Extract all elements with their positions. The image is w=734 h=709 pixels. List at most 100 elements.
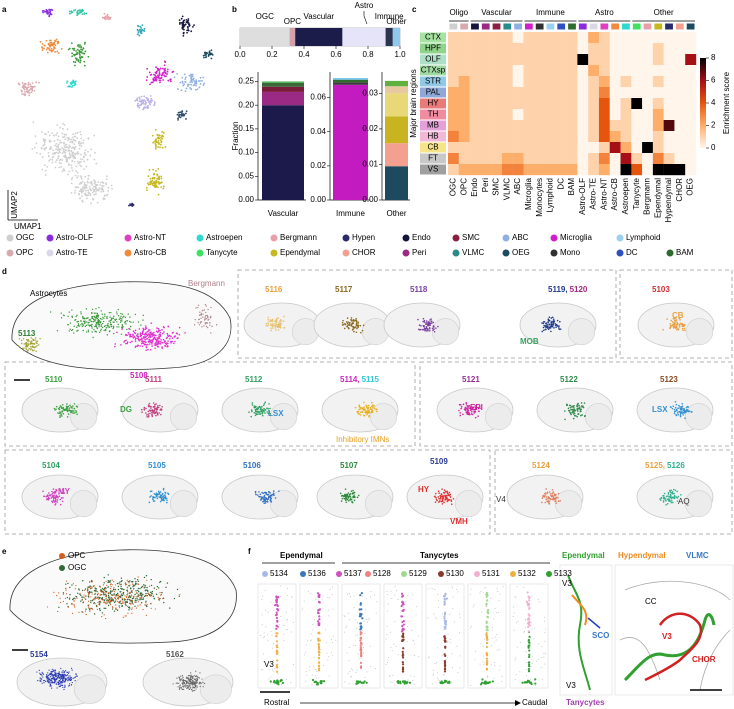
dot <box>64 685 66 687</box>
dot <box>353 327 355 329</box>
dot <box>153 597 155 599</box>
dot <box>131 608 133 611</box>
dot <box>423 321 426 323</box>
dot <box>269 407 271 410</box>
dot <box>439 680 441 682</box>
dot <box>145 595 148 597</box>
dot <box>191 73 194 76</box>
dot <box>43 682 45 684</box>
dot <box>677 328 680 331</box>
dot <box>366 410 368 412</box>
dot <box>74 588 76 590</box>
dot <box>66 603 68 605</box>
dot <box>211 53 214 56</box>
dot <box>400 592 404 595</box>
dot <box>69 404 71 407</box>
dot <box>106 16 109 19</box>
dot <box>417 328 420 331</box>
dot <box>157 405 159 407</box>
dot <box>373 407 376 410</box>
dot <box>445 498 447 500</box>
dot <box>21 82 24 84</box>
dot <box>367 404 370 407</box>
dot <box>486 629 489 632</box>
dot <box>51 495 54 498</box>
dot <box>274 323 276 325</box>
dot <box>347 496 350 498</box>
dot <box>670 496 672 499</box>
dot <box>151 345 153 347</box>
dot <box>45 39 48 42</box>
dot <box>47 672 49 674</box>
dot <box>76 176 79 179</box>
dot <box>62 593 64 595</box>
dot <box>448 491 451 494</box>
dot <box>154 129 157 131</box>
dot <box>73 332 75 334</box>
dot <box>471 406 474 409</box>
dot <box>63 145 66 147</box>
dot <box>197 321 199 324</box>
dot <box>38 344 40 346</box>
dot <box>131 612 133 614</box>
dot <box>140 593 142 595</box>
dot <box>43 47 45 50</box>
dot <box>401 624 404 628</box>
dot <box>371 409 374 412</box>
dot <box>99 322 101 324</box>
dot <box>45 680 47 682</box>
dot <box>405 682 408 685</box>
dot <box>60 674 62 676</box>
dot <box>157 327 160 330</box>
dot <box>60 682 62 684</box>
dot <box>143 336 145 338</box>
dot <box>477 415 479 417</box>
dot <box>148 415 150 417</box>
dot <box>51 132 54 135</box>
dot <box>194 88 197 91</box>
dot <box>21 86 24 89</box>
dot <box>264 590 266 592</box>
dot <box>164 494 166 496</box>
dot <box>49 140 52 143</box>
dot <box>197 676 199 679</box>
dot <box>662 500 665 502</box>
dot <box>93 134 96 137</box>
dot <box>681 327 684 330</box>
dot <box>59 416 61 419</box>
dot <box>141 342 143 345</box>
dot <box>665 503 667 506</box>
dot <box>59 680 61 682</box>
dot <box>277 681 280 684</box>
dot <box>110 311 112 314</box>
dot <box>71 176 74 179</box>
dot <box>440 493 443 495</box>
dot <box>429 322 432 325</box>
dot <box>101 593 103 596</box>
dot <box>51 680 53 682</box>
dot <box>439 681 442 684</box>
dot <box>679 412 682 415</box>
dot <box>137 321 140 323</box>
dot <box>25 343 28 346</box>
dot <box>33 346 35 348</box>
dot <box>671 491 674 493</box>
dot <box>107 322 109 325</box>
dot <box>155 78 158 81</box>
dot <box>107 326 109 328</box>
dot <box>64 597 67 600</box>
dot <box>121 602 123 604</box>
dot <box>79 164 81 167</box>
dot <box>121 597 123 599</box>
dot <box>180 17 183 20</box>
dot <box>22 347 24 350</box>
dot <box>94 591 96 593</box>
dot <box>576 404 579 406</box>
dot <box>55 159 58 161</box>
dot <box>83 181 86 184</box>
dot <box>52 488 55 490</box>
dot <box>20 89 23 92</box>
dot <box>147 106 150 109</box>
dot <box>683 408 685 410</box>
dot <box>86 197 88 200</box>
